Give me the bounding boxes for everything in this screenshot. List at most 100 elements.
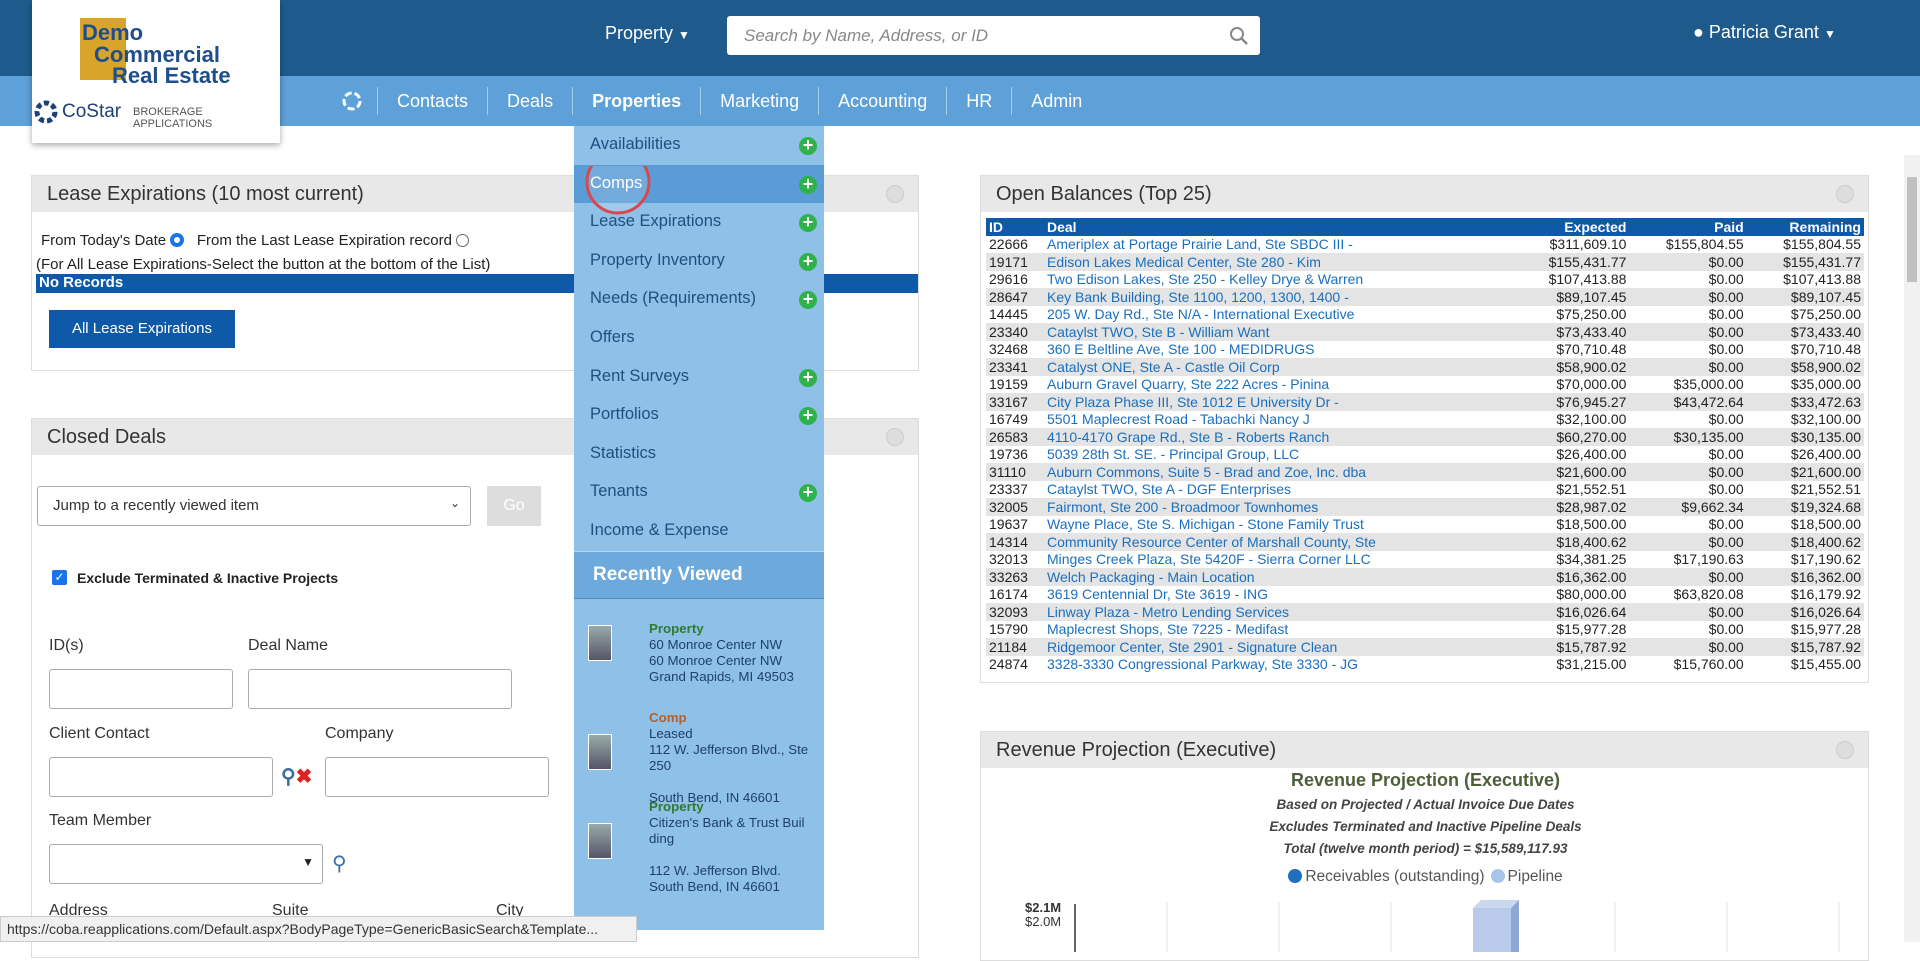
deal-link[interactable]: 4110-4170 Grape Rd., Ste B - Roberts Ran… <box>1047 428 1330 445</box>
input[interactable] <box>248 669 512 709</box>
deal-link[interactable]: 5039 28th St. SE. - Principal Group, LLC <box>1047 446 1300 463</box>
add-icon[interactable]: + <box>799 213 817 233</box>
deal-link[interactable]: Welch Packaging - Main Location <box>1047 568 1255 585</box>
add-icon[interactable]: + <box>799 368 817 387</box>
deal-link[interactable]: City Plaza Phase III, Ste 1012 E Univers… <box>1047 393 1339 410</box>
add-icon[interactable]: + <box>799 406 817 426</box>
nav-item[interactable]: Accounting <box>818 87 946 115</box>
recent-tail: South Bend, IN 46601 <box>649 790 809 806</box>
user-menu[interactable]: ● Patricia Grant ▼ <box>1693 22 1836 42</box>
cell: $16,362.00 <box>1790 568 1861 585</box>
nav-item[interactable]: Admin <box>1011 87 1101 115</box>
radio-group: From Today's Date From the Last Lease Ex… <box>41 232 470 249</box>
deal-link[interactable]: Wayne Place, Ste S. Michigan - Stone Fam… <box>1047 516 1364 533</box>
dropdown-item[interactable]: Rent Surveys + <box>574 358 824 397</box>
table-row: 26583 4110-4170 Grape Rd., Ste B - Robert… <box>986 428 1864 446</box>
lookup-icons[interactable]: ⚲✖ <box>281 766 313 788</box>
field-label: Company <box>325 725 394 742</box>
search-icon[interactable] <box>1229 26 1249 46</box>
close-button[interactable] <box>886 185 904 203</box>
deal-link[interactable]: Cataylst TWO, Ste B - William Want <box>1047 323 1270 340</box>
go-button[interactable]: Go <box>487 486 541 526</box>
thumbnail <box>588 625 612 661</box>
nav-item[interactable]: Deals <box>487 87 572 115</box>
dropdown-label: Income & Expense <box>590 521 729 539</box>
nav-item[interactable]: Contacts <box>377 87 487 115</box>
dropdown-item[interactable]: Tenants + <box>574 473 824 512</box>
nav-item[interactable]: Marketing <box>700 87 818 115</box>
dropdown-item[interactable]: Income & Expense <box>574 512 824 551</box>
search-box[interactable]: Search by Name, Address, or ID <box>727 16 1260 55</box>
lookup-icon[interactable]: ⚲ <box>332 853 347 875</box>
dropdown-item[interactable]: Lease Expirations + <box>574 203 824 242</box>
deal-link[interactable]: Auburn Gravel Quarry, Ste 222 Acres - Pi… <box>1047 376 1330 393</box>
chart-area <box>1074 900 1840 952</box>
deal-link[interactable]: Minges Creek Plaza, Ste 5420F - Sierra C… <box>1047 551 1371 568</box>
recent-type: Property <box>649 621 704 636</box>
cell: $16,362.00 <box>1556 568 1627 585</box>
dropdown-item[interactable]: Comps + <box>574 164 824 204</box>
recycle-icon[interactable] <box>341 90 363 112</box>
cell: 32093 <box>989 603 1028 620</box>
scroll-thumb[interactable] <box>1907 177 1917 282</box>
table-row: 15790 Maplecrest Shops, Ste 7225 - Medifa… <box>986 620 1864 638</box>
nav-bar <box>0 76 1920 126</box>
radio[interactable] <box>170 233 185 247</box>
input[interactable] <box>49 757 273 797</box>
dropdown-label: Property Inventory <box>590 250 725 269</box>
cell: 14314 <box>989 533 1028 550</box>
deal-link[interactable]: 3619 Centennial Dr, Ste 3619 - ING <box>1047 586 1269 603</box>
close-button[interactable] <box>1836 741 1854 759</box>
deal-link[interactable]: Ridgemoor Center, Ste 2901 - Signature C… <box>1047 638 1338 655</box>
dropdown-item[interactable]: Portfolios + <box>574 396 824 435</box>
dropdown-item[interactable]: Property Inventory + <box>574 242 824 281</box>
deal-link[interactable]: Key Bank Building, Ste 1100, 1200, 1300,… <box>1047 288 1349 305</box>
dropdown-item[interactable]: Statistics <box>574 435 824 474</box>
input[interactable] <box>49 669 233 709</box>
add-icon[interactable]: + <box>799 252 817 271</box>
legend-item[interactable]: Receivables (outstanding) <box>1288 868 1485 885</box>
add-icon[interactable]: + <box>799 175 817 194</box>
select[interactable]: ▼ <box>49 844 323 884</box>
logo[interactable]: Demo Commercial Real Estate CoStar BROKE… <box>32 0 280 143</box>
dropdown-item[interactable]: Offers <box>574 319 824 358</box>
cell: $75,250.00 <box>1790 306 1861 323</box>
close-button[interactable] <box>1836 185 1854 203</box>
deal-link[interactable]: Auburn Commons, Suite 5 - Brad and Zoe, … <box>1047 463 1367 480</box>
deal-link[interactable]: Fairmont, Ste 200 - Broadmoor Townhomes <box>1047 498 1319 515</box>
deal-link[interactable]: 3328-3330 Congressional Parkway, Ste 333… <box>1047 656 1359 673</box>
deal-link[interactable]: Linway Plaza - Metro Lending Services <box>1047 603 1290 620</box>
deal-link[interactable]: 360 E Beltline Ave, Ste 100 - MEDIDRUGS <box>1047 341 1315 358</box>
deal-link[interactable]: Two Edison Lakes, Ste 250 - Kelley Drye … <box>1047 271 1364 288</box>
dropdown-item[interactable]: Availabilities + <box>574 126 824 165</box>
deal-link[interactable]: 5501 Maplecrest Road - Tabachki Nancy J <box>1047 411 1310 428</box>
dropdown-label: Availabilities <box>590 135 681 153</box>
click-highlight <box>585 166 651 215</box>
deal-link[interactable]: Edison Lakes Medical Center, Ste 280 - K… <box>1047 253 1321 270</box>
input[interactable] <box>325 757 549 797</box>
nav-item[interactable]: Properties <box>572 87 700 115</box>
radio[interactable] <box>456 234 470 247</box>
dropdown-item[interactable]: Needs (Requirements) + <box>574 280 824 319</box>
field-label: Suite <box>272 902 309 919</box>
deal-link[interactable]: 205 W. Day Rd., Ste N/A - International … <box>1047 306 1355 323</box>
deal-link[interactable]: Catalyst ONE, Ste A - Castle Oil Corp <box>1047 358 1280 375</box>
cell: $0.00 <box>1708 411 1744 428</box>
scrollbar[interactable] <box>1904 155 1920 942</box>
deal-link[interactable]: Maplecrest Shops, Ste 7225 - Medifast <box>1047 621 1289 638</box>
add-icon[interactable]: + <box>799 290 817 310</box>
legend-item[interactable]: Pipeline <box>1490 868 1563 885</box>
cell: $75,250.00 <box>1556 306 1627 323</box>
add-icon[interactable]: + <box>799 483 817 503</box>
jump-select[interactable]: Jump to a recently viewed item ⌄ <box>37 486 471 526</box>
nav-item[interactable]: HR <box>946 87 1011 115</box>
property-menu[interactable]: Property ▼ <box>605 23 690 44</box>
checkbox[interactable]: ✓ <box>52 570 67 585</box>
close-button[interactable] <box>886 428 904 446</box>
all-lease-button[interactable]: All Lease Expirations <box>49 310 235 348</box>
brand: CoStar <box>62 101 122 122</box>
add-icon[interactable]: + <box>799 136 817 155</box>
deal-link[interactable]: Cataylst TWO, Ste A - DGF Enterprises <box>1047 481 1292 498</box>
deal-link[interactable]: Community Resource Center of Marshall Co… <box>1047 533 1376 550</box>
deal-link[interactable]: Ameriplex at Portage Prairie Land, Ste S… <box>1047 236 1353 253</box>
